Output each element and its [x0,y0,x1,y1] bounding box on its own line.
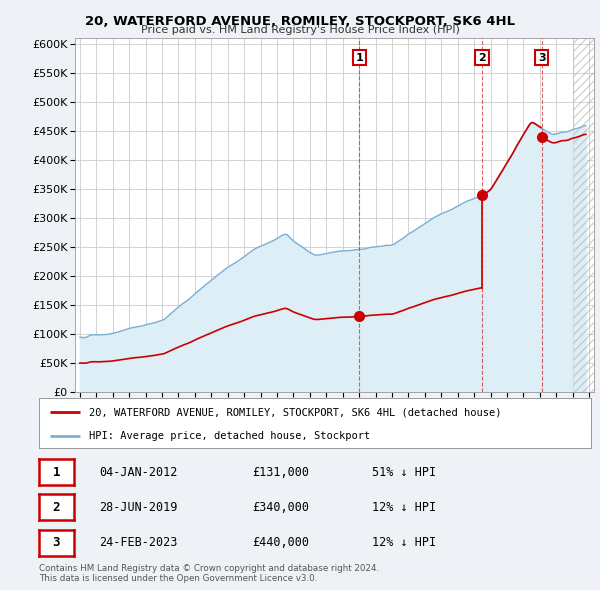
Text: £131,000: £131,000 [252,466,309,478]
Text: 2: 2 [53,501,60,514]
Text: 12% ↓ HPI: 12% ↓ HPI [372,536,436,549]
Text: £340,000: £340,000 [252,501,309,514]
Text: 20, WATERFORD AVENUE, ROMILEY, STOCKPORT, SK6 4HL (detached house): 20, WATERFORD AVENUE, ROMILEY, STOCKPORT… [89,407,501,417]
Text: 3: 3 [53,536,60,549]
Text: 51% ↓ HPI: 51% ↓ HPI [372,466,436,478]
Text: HPI: Average price, detached house, Stockport: HPI: Average price, detached house, Stoc… [89,431,370,441]
Text: 12% ↓ HPI: 12% ↓ HPI [372,501,436,514]
Text: 28-JUN-2019: 28-JUN-2019 [99,501,178,514]
Text: 24-FEB-2023: 24-FEB-2023 [99,536,178,549]
Text: Price paid vs. HM Land Registry's House Price Index (HPI): Price paid vs. HM Land Registry's House … [140,25,460,35]
Text: £440,000: £440,000 [252,536,309,549]
Text: 20, WATERFORD AVENUE, ROMILEY, STOCKPORT, SK6 4HL: 20, WATERFORD AVENUE, ROMILEY, STOCKPORT… [85,15,515,28]
Text: 1: 1 [356,53,364,63]
Text: Contains HM Land Registry data © Crown copyright and database right 2024.
This d: Contains HM Land Registry data © Crown c… [39,563,379,583]
Text: 2: 2 [478,53,486,63]
Text: 1: 1 [53,466,60,478]
Text: 04-JAN-2012: 04-JAN-2012 [99,466,178,478]
Text: 3: 3 [538,53,545,63]
